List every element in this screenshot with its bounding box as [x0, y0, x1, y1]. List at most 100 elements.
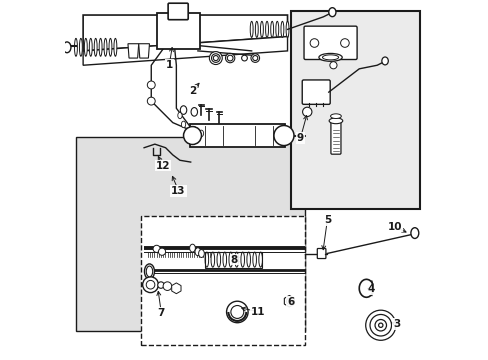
Ellipse shape	[199, 130, 203, 136]
FancyBboxPatch shape	[290, 12, 419, 209]
Text: 2: 2	[188, 86, 196, 96]
Circle shape	[226, 301, 247, 323]
Circle shape	[211, 54, 220, 62]
Circle shape	[147, 81, 155, 89]
Circle shape	[163, 282, 171, 291]
Circle shape	[209, 51, 222, 64]
Ellipse shape	[260, 21, 263, 37]
Ellipse shape	[189, 244, 195, 252]
Polygon shape	[139, 44, 149, 58]
Circle shape	[153, 245, 160, 252]
Text: 10: 10	[387, 222, 402, 231]
Ellipse shape	[318, 53, 342, 61]
Ellipse shape	[195, 248, 201, 256]
Ellipse shape	[322, 55, 338, 60]
Circle shape	[225, 53, 234, 63]
FancyBboxPatch shape	[330, 122, 340, 154]
Ellipse shape	[94, 39, 97, 56]
Text: 3: 3	[392, 319, 399, 329]
Ellipse shape	[180, 106, 186, 114]
Ellipse shape	[241, 252, 244, 267]
Ellipse shape	[246, 252, 250, 267]
Circle shape	[230, 306, 244, 319]
Ellipse shape	[181, 121, 185, 128]
Text: 11: 11	[250, 307, 264, 316]
Circle shape	[369, 315, 391, 336]
Circle shape	[365, 310, 395, 340]
Ellipse shape	[270, 21, 273, 37]
Ellipse shape	[228, 252, 232, 267]
FancyBboxPatch shape	[304, 26, 356, 59]
Circle shape	[183, 127, 201, 144]
Polygon shape	[128, 44, 139, 58]
Ellipse shape	[223, 252, 226, 267]
Ellipse shape	[258, 252, 262, 267]
Ellipse shape	[255, 21, 258, 37]
Ellipse shape	[217, 252, 220, 267]
FancyBboxPatch shape	[168, 3, 188, 20]
Ellipse shape	[252, 252, 256, 267]
Ellipse shape	[250, 21, 253, 37]
Ellipse shape	[114, 39, 117, 56]
Text: 5: 5	[323, 215, 330, 225]
Text: 1: 1	[165, 60, 172, 70]
Ellipse shape	[211, 252, 214, 267]
Ellipse shape	[330, 114, 341, 118]
Ellipse shape	[410, 228, 418, 238]
Ellipse shape	[234, 252, 238, 267]
Circle shape	[378, 323, 382, 327]
Ellipse shape	[265, 21, 268, 37]
Polygon shape	[76, 137, 305, 330]
Circle shape	[340, 39, 348, 47]
Circle shape	[146, 280, 155, 289]
Ellipse shape	[198, 249, 204, 257]
Text: 4: 4	[367, 284, 374, 294]
Circle shape	[241, 55, 247, 61]
Text: 7: 7	[157, 308, 164, 318]
Ellipse shape	[381, 57, 387, 65]
FancyBboxPatch shape	[156, 13, 199, 49]
Ellipse shape	[192, 127, 196, 133]
Ellipse shape	[191, 108, 197, 116]
Ellipse shape	[63, 42, 71, 53]
Ellipse shape	[178, 112, 182, 119]
Ellipse shape	[109, 39, 112, 56]
Text: 9: 9	[296, 133, 304, 143]
FancyBboxPatch shape	[302, 80, 329, 104]
Circle shape	[329, 62, 336, 69]
Text: 12: 12	[155, 161, 170, 171]
Ellipse shape	[285, 21, 288, 37]
Ellipse shape	[104, 39, 107, 56]
Ellipse shape	[204, 252, 208, 267]
Circle shape	[252, 55, 257, 60]
FancyBboxPatch shape	[317, 248, 325, 258]
Text: 8: 8	[230, 255, 238, 265]
Polygon shape	[83, 15, 287, 51]
FancyBboxPatch shape	[140, 216, 305, 345]
Ellipse shape	[158, 282, 164, 288]
Circle shape	[250, 54, 259, 62]
Ellipse shape	[146, 266, 152, 277]
Circle shape	[286, 298, 292, 304]
Polygon shape	[83, 37, 287, 65]
Text: 6: 6	[286, 297, 294, 307]
Ellipse shape	[89, 39, 92, 56]
Ellipse shape	[281, 21, 283, 37]
Circle shape	[147, 97, 155, 105]
Circle shape	[158, 248, 165, 255]
Circle shape	[142, 277, 158, 293]
Ellipse shape	[74, 39, 77, 56]
Circle shape	[309, 39, 318, 47]
Ellipse shape	[99, 39, 102, 56]
Ellipse shape	[328, 8, 335, 17]
Ellipse shape	[275, 21, 278, 37]
Circle shape	[227, 55, 233, 61]
Ellipse shape	[84, 39, 87, 56]
Circle shape	[273, 126, 293, 145]
Text: 13: 13	[171, 186, 185, 196]
FancyBboxPatch shape	[189, 124, 285, 147]
Ellipse shape	[79, 39, 82, 56]
Circle shape	[302, 107, 311, 117]
Circle shape	[213, 55, 218, 60]
Ellipse shape	[328, 118, 342, 124]
